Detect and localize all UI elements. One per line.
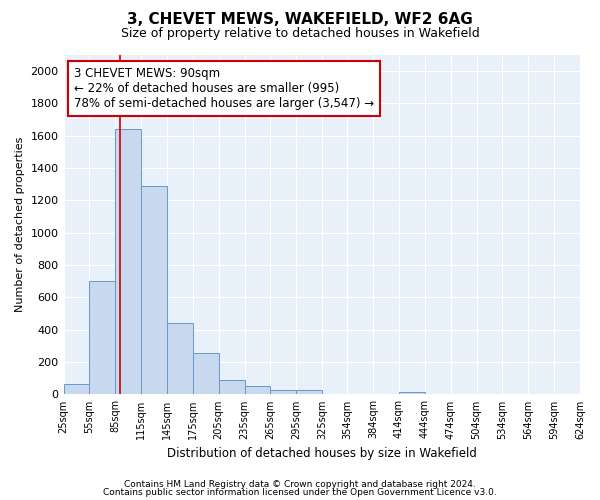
Bar [399,392,425,394]
Bar [245,386,271,394]
Bar [219,380,245,394]
Text: Size of property relative to detached houses in Wakefield: Size of property relative to detached ho… [121,28,479,40]
Text: Contains HM Land Registry data © Crown copyright and database right 2024.: Contains HM Land Registry data © Crown c… [124,480,476,489]
Bar [64,384,89,394]
Y-axis label: Number of detached properties: Number of detached properties [15,137,25,312]
Text: Contains public sector information licensed under the Open Government Licence v3: Contains public sector information licen… [103,488,497,497]
Bar [89,282,115,395]
X-axis label: Distribution of detached houses by size in Wakefield: Distribution of detached houses by size … [167,447,477,460]
Bar [296,390,322,394]
Bar [141,186,167,394]
Bar [167,324,193,394]
Text: 3 CHEVET MEWS: 90sqm
← 22% of detached houses are smaller (995)
78% of semi-deta: 3 CHEVET MEWS: 90sqm ← 22% of detached h… [74,67,374,110]
Bar [115,130,141,394]
Bar [193,353,219,395]
Bar [271,390,296,394]
Text: 3, CHEVET MEWS, WAKEFIELD, WF2 6AG: 3, CHEVET MEWS, WAKEFIELD, WF2 6AG [127,12,473,28]
